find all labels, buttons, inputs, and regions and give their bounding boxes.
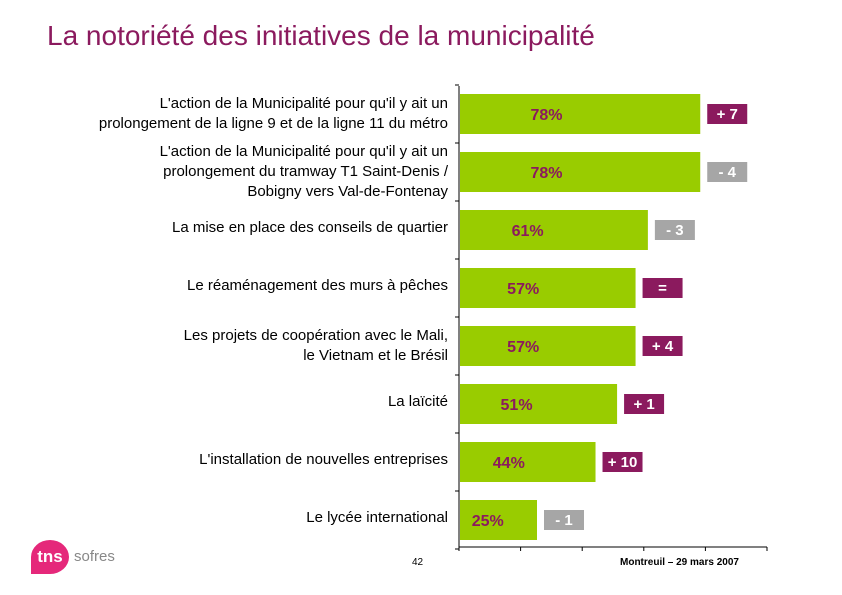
delta-badge: [642, 336, 683, 356]
category-label-line: Le réaménagement des murs à pêches: [187, 277, 448, 294]
delta-badge: [544, 510, 584, 530]
delta-label: - 3: [666, 222, 684, 239]
delta-badge: [602, 452, 643, 472]
category-label: Le réaménagement des murs à pêches: [28, 276, 448, 296]
bar-value-label: 78%: [530, 165, 562, 182]
category-label: L'action de la Municipalité pour qu'il y…: [28, 142, 448, 202]
sofres-logo-text: sofres: [74, 548, 115, 565]
bar-value-label: 57%: [507, 281, 539, 298]
bar-value-label: 25%: [472, 513, 504, 530]
delta-badge: [642, 278, 683, 298]
bar-value-label: 78%: [530, 107, 562, 124]
bar: [460, 500, 537, 540]
category-label: Les projets de coopération avec le Mali,…: [28, 326, 448, 366]
category-label-line: Bobigny vers Val-de-Fontenay: [247, 183, 448, 200]
category-label: Le lycée international: [28, 508, 448, 528]
bar: [460, 384, 618, 424]
category-label-line: La laïcité: [387, 393, 448, 410]
bar: [460, 442, 596, 482]
category-label: La laïcité: [28, 392, 448, 412]
category-label-line: le Vietnam et le Brésil: [303, 347, 448, 364]
category-label: L'installation de nouvelles entreprises: [28, 450, 448, 470]
footer-date: Montreuil – 29 mars 2007: [620, 557, 739, 568]
tns-logo-mark: tns: [31, 540, 69, 574]
delta-label: + 7: [717, 106, 738, 123]
delta-label: - 1: [555, 512, 573, 529]
delta-badge: [707, 162, 748, 182]
category-label-line: Le lycée international: [306, 509, 448, 526]
bar: [460, 268, 636, 308]
bar-value-label: 61%: [512, 223, 544, 240]
delta-label: + 10: [608, 454, 638, 471]
category-label-line: L'installation de nouvelles entreprises: [199, 451, 448, 468]
category-label-line: prolongement de la ligne 9 et de la lign…: [98, 115, 448, 132]
category-label-line: L'action de la Municipalité pour qu'il y…: [159, 95, 448, 112]
delta-label: + 4: [652, 338, 674, 355]
delta-label: + 1: [633, 396, 654, 413]
bar-value-label: 57%: [507, 339, 539, 356]
delta-label: - 4: [718, 164, 736, 181]
bar: [460, 210, 648, 250]
delta-badge: [654, 220, 695, 240]
bar: [460, 94, 701, 134]
category-label: La mise en place des conseils de quartie…: [28, 218, 448, 238]
bar: [460, 152, 701, 192]
bar-value-label: 51%: [501, 397, 533, 414]
delta-badge: [624, 394, 665, 414]
category-label-line: prolongement du tramway T1 Saint-Denis /: [163, 163, 448, 180]
category-label-line: La mise en place des conseils de quartie…: [172, 219, 448, 236]
page-title: La notoriété des initiatives de la munic…: [47, 20, 595, 51]
page-number: 42: [412, 557, 424, 568]
bar: [460, 326, 636, 366]
delta-badge: [707, 104, 748, 124]
category-label-line: L'action de la Municipalité pour qu'il y…: [159, 143, 448, 160]
bar-value-label: 44%: [493, 455, 525, 472]
delta-label: =: [658, 280, 667, 297]
category-label-line: Les projets de coopération avec le Mali,: [183, 327, 448, 344]
category-label: L'action de la Municipalité pour qu'il y…: [28, 94, 448, 134]
